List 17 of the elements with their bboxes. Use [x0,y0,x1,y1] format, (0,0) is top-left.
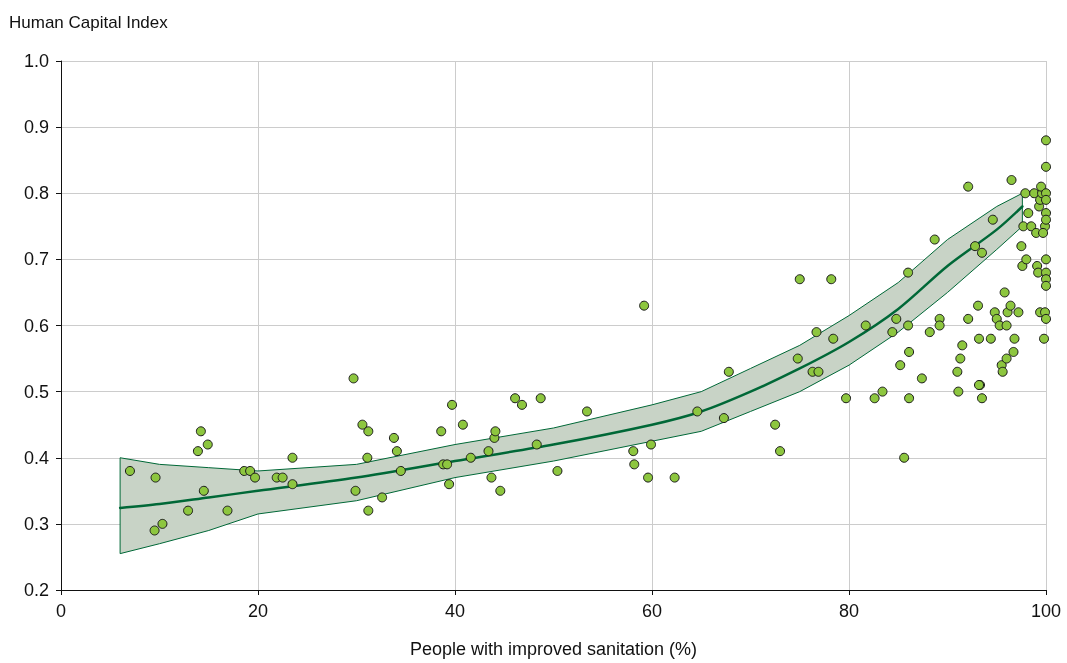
y-axis-title: Human Capital Index [9,13,169,32]
x-axis-title: People with improved sanitation (%) [409,639,698,659]
x-tick-label: 80 [838,601,860,621]
x-tick-label: 20 [247,601,269,621]
y-tick-label: 0.7 [23,249,49,270]
y-tick-label: 1.0 [23,51,49,71]
x-tick-label: 0 [55,601,67,621]
x-tick-label: 100 [1030,601,1062,621]
y-tick-label: 0.2 [23,580,49,600]
y-tick-label: 0.6 [23,315,49,336]
y-tick-label: 0.8 [23,183,49,204]
y-tick-label: 0.9 [23,117,49,138]
y-tick-label: 0.5 [23,381,49,402]
y-tick-label: 0.4 [23,447,49,468]
y-tick-label: 0.3 [23,513,49,534]
x-tick-label: 60 [641,601,663,621]
x-tick-label: 40 [444,601,466,621]
